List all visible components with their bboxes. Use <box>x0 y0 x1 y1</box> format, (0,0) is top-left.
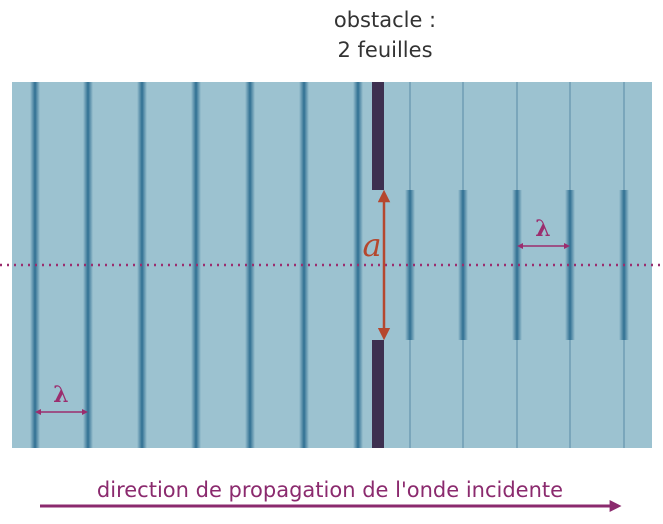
caption: direction de propagation de l'onde incid… <box>97 478 563 502</box>
obstacle-sheet <box>372 82 384 190</box>
wavelength-label: λ <box>53 382 68 408</box>
gap-label: a <box>362 226 381 264</box>
header-line: obstacle : <box>334 8 436 32</box>
obstacle-sheet <box>372 340 384 448</box>
medium <box>12 82 652 448</box>
wavelength-label: λ <box>535 216 550 242</box>
header-line: 2 feuilles <box>337 38 432 62</box>
